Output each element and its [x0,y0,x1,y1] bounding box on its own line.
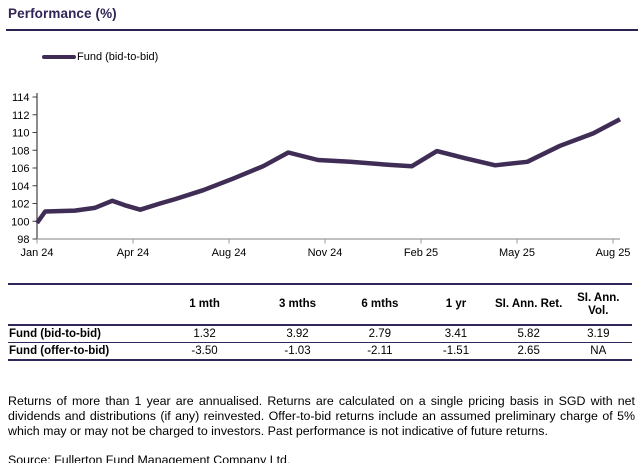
header-si-ann-ret: SI. Ann. Ret. [492,284,565,326]
page-title: Performance (%) [8,6,117,21]
cell-value: 3.19 [564,325,632,344]
chart-legend: Fund (bid-to-bid) [42,51,158,63]
cell-value: 5.82 [492,325,565,344]
table-header-row: 1 mth 3 mths 6 mths 1 yr SI. Ann. Ret. S… [8,284,632,326]
cell-value: -1.03 [284,344,311,357]
y-tick-label: 98 [17,234,29,246]
header-si-ann-vol: SI. Ann. Vol. [564,284,632,326]
cell-value: -2.11 [367,344,393,357]
table-row-offer-to-bid: Fund (offer-to-bid) -3.50 -1.03 -2.11 -1… [8,343,632,361]
row-label: Fund (bid-to-bid) [8,325,155,344]
fund-bid-to-bid-line [35,117,622,225]
cell-value: 2.79 [340,325,420,344]
cell-value: -3.50 [191,344,218,357]
cell-value: 2.65 [517,344,540,357]
y-tick-label: 106 [11,163,29,175]
y-tick-label: 114 [12,92,30,104]
x-tick-label: Nov 24 [308,247,343,259]
x-tick-label: Apr 24 [117,247,149,259]
header-1mth: 1 mth [154,284,255,326]
y-tick-label: 102 [11,199,29,211]
y-tick-label: 108 [11,145,29,157]
performance-table: 1 mth 3 mths 6 mths 1 yr SI. Ann. Ret. S… [8,283,632,362]
row-label: Fund (offer-to-bid) [9,344,110,357]
source-text: Source: Fullerton Fund Management Compan… [8,453,291,463]
x-tick-label: Jan 24 [20,247,53,259]
disclaimer-text: Returns of more than 1 year are annualis… [8,394,635,438]
x-tick-label: Aug 25 [596,247,631,259]
performance-line-chart: 98 100 102 104 106 108 110 112 114 Jan 24 Apr 24 Au… [11,92,631,259]
y-tick-label: 110 [12,128,30,140]
header-6mths: 6 mths [340,284,420,326]
cell-value: 3.92 [254,325,341,344]
y-tick-label: 104 [11,181,29,193]
y-tick-label: 112 [12,110,30,122]
y-tick-label: 100 [11,216,29,228]
header-1yr: 1 yr [419,284,493,326]
header-blank [8,284,155,326]
x-tick-label: May 25 [499,247,535,259]
legend-line-swatch-icon [42,54,76,60]
header-3mths: 3 mths [254,284,341,326]
table-row-bid-to-bid: Fund (bid-to-bid) 1.32 3.92 2.79 3.41 5.… [8,325,632,344]
cell-value: 3.41 [419,325,493,344]
x-tick-label: Feb 25 [404,247,438,259]
cell-value: 1.32 [154,325,255,344]
cell-value: -1.51 [442,344,470,357]
legend-label: Fund (bid-to-bid) [77,51,159,63]
x-tick-label: Aug 24 [212,247,247,259]
title-underline-rule [6,29,638,32]
cell-value: NA [590,344,607,357]
